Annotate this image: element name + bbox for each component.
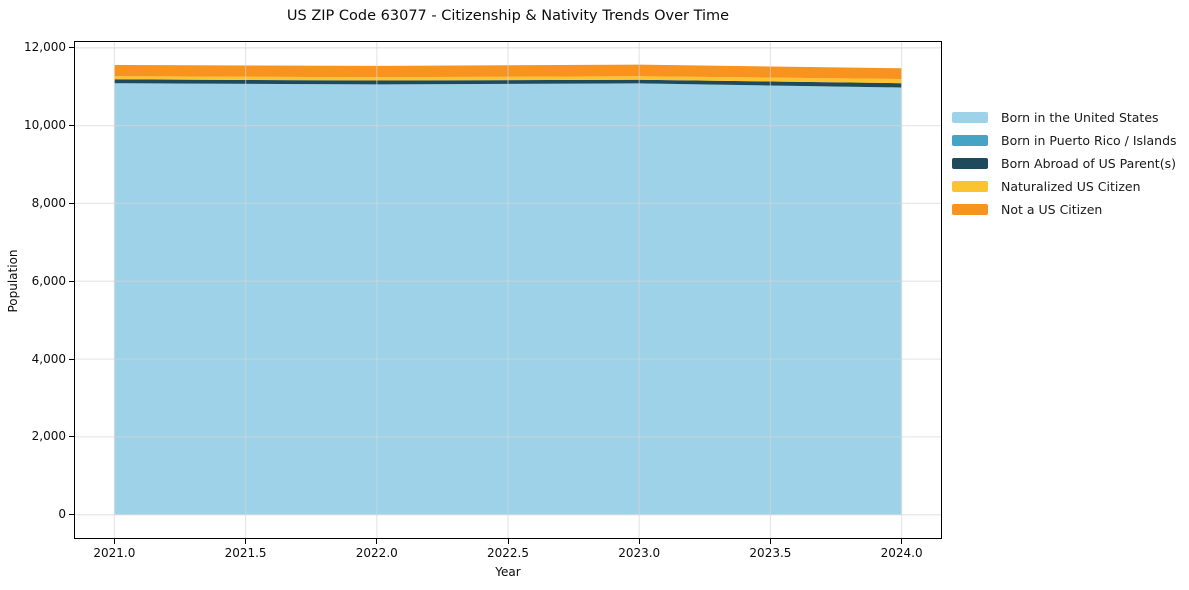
y-tick-mark xyxy=(69,280,74,282)
x-tick-mark xyxy=(638,539,640,544)
x-tick-label: 2021.0 xyxy=(93,546,136,560)
chart-title: US ZIP Code 63077 - Citizenship & Nativi… xyxy=(286,8,730,24)
y-tick-mark xyxy=(69,125,74,127)
legend-item-not-a-us-citizen: Not a US Citizen xyxy=(952,198,1177,221)
x-tick-mark xyxy=(245,539,247,544)
y-tick-label: 12,000 xyxy=(24,40,66,55)
legend-swatch-icon xyxy=(952,204,988,215)
x-tick-label: 2023.0 xyxy=(618,546,661,560)
legend-swatch-icon xyxy=(952,135,988,146)
legend-item-born-abroad-of-us-parent-s: Born Abroad of US Parent(s) xyxy=(952,152,1177,175)
legend-swatch-icon xyxy=(952,181,988,192)
x-axis-title: Year xyxy=(495,565,521,579)
legend: Born in the United States Born in Puerto … xyxy=(952,106,1177,221)
x-tick-mark xyxy=(769,539,771,544)
legend-item-naturalized-us-citizen: Naturalized US Citizen xyxy=(952,175,1177,198)
x-tick-label: 2023.5 xyxy=(749,546,792,560)
y-tick-label: 10,000 xyxy=(24,118,66,133)
legend-label: Naturalized US Citizen xyxy=(1001,179,1141,194)
legend-swatch-icon xyxy=(952,112,988,123)
legend-label: Born Abroad of US Parent(s) xyxy=(1001,156,1176,171)
y-tick-label: 8,000 xyxy=(31,195,66,210)
x-tick-label: 2021.5 xyxy=(224,546,267,560)
legend-item-born-in-puerto-rico-islands: Born in Puerto Rico / Islands xyxy=(952,129,1177,152)
x-tick-mark xyxy=(901,539,903,544)
y-tick-label: 2,000 xyxy=(31,429,66,444)
y-tick-label: 6,000 xyxy=(31,273,66,288)
y-tick-mark xyxy=(69,202,74,204)
legend-swatch-icon xyxy=(952,158,988,169)
legend-label: Born in the United States xyxy=(1001,110,1159,125)
x-tick-label: 2022.5 xyxy=(487,546,529,560)
y-tick-label: 0 xyxy=(58,507,66,522)
x-tick-mark xyxy=(507,539,509,544)
x-tick-label: 2022.0 xyxy=(355,546,398,560)
y-tick-mark xyxy=(69,436,74,438)
x-tick-mark xyxy=(376,539,378,544)
y-tick-label: 4,000 xyxy=(31,351,66,366)
plot-area xyxy=(74,41,942,539)
legend-label: Not a US Citizen xyxy=(1001,202,1103,217)
legend-item-born-in-the-united-states: Born in the United States xyxy=(952,106,1177,129)
x-tick-mark xyxy=(113,539,115,544)
y-tick-mark xyxy=(69,47,74,49)
legend-label: Born in Puerto Rico / Islands xyxy=(1001,133,1177,148)
x-tick-label: 2024.0 xyxy=(880,546,923,560)
y-tick-mark xyxy=(69,514,74,516)
y-tick-mark xyxy=(69,358,74,360)
stacked-area-canvas xyxy=(75,42,941,538)
